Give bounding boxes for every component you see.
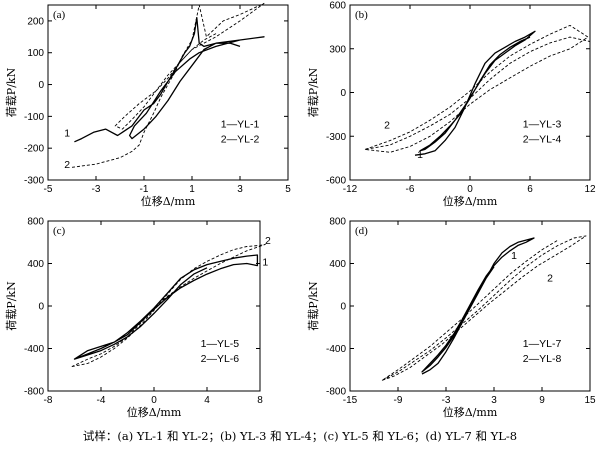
y-tick-label: -200	[24, 144, 44, 155]
x-tick-label: -12	[343, 184, 358, 195]
panel-tag: (b)	[355, 9, 368, 21]
chart-panel-3: -15 -9 -3 3 9 15 -800 -400 0 400 800 位移Δ/mm 荷载P/kN (d…	[307, 217, 596, 420]
y-tick-label: 400	[27, 259, 44, 270]
y-tick-label: -800	[326, 387, 346, 398]
panel-tag: (d)	[355, 225, 368, 237]
chart-panel-0: -5 -3 -1 1 3 5 -300 -200 -100 0 100 200 位移Δ/mm 荷载P/kN…	[5, 2, 291, 208]
y-axis-label: 荷载P/kN	[307, 67, 320, 117]
x-tick-label: -5	[44, 184, 53, 195]
series-callout-1: 1	[417, 149, 423, 161]
y-tick-label: -100	[24, 112, 44, 123]
panel-tag: (a)	[53, 9, 66, 21]
y-tick-label: 0	[38, 302, 44, 313]
x-tick-label: -9	[394, 395, 403, 406]
x-tick-label: 0	[151, 395, 157, 406]
x-tick-label: 5	[285, 184, 291, 195]
x-tick-label: 0	[467, 184, 473, 195]
y-tick-label: 0	[340, 88, 346, 99]
x-tick-label: -8	[44, 395, 53, 406]
chart-panel-2: -8 -4 0 4 8 -800 -400 0 400 800 位移Δ/mm 荷载P/kN (c) 1 2 1…	[5, 217, 271, 420]
y-tick-label: -600	[326, 176, 346, 187]
x-tick-label: 1	[189, 184, 195, 195]
y-axis-label: 荷载P/kN	[5, 281, 18, 331]
x-tick-label: 4	[204, 395, 210, 406]
legend-entry-1: 1—YL-1	[221, 119, 260, 131]
series-callout-2: 2	[64, 159, 70, 171]
series-callout-1: 1	[64, 127, 70, 139]
series-line-1	[73, 254, 259, 360]
x-tick-label: 15	[584, 395, 596, 406]
x-axis-label: 位移Δ/mm	[443, 194, 498, 208]
x-tick-label: -4	[97, 395, 106, 406]
x-tick-label: 9	[539, 395, 545, 406]
series-callout-2: 2	[547, 272, 553, 284]
y-tick-label: 0	[38, 80, 44, 91]
legend-entry-1: 1—YL-3	[523, 119, 562, 131]
y-tick-label: -300	[24, 176, 44, 187]
y-tick-label: 800	[329, 217, 346, 228]
y-axis-label: 荷载P/kN	[5, 67, 18, 117]
y-tick-label: 200	[27, 16, 44, 27]
series-callout-1: 1	[511, 250, 517, 262]
legend-entry-2: 2—YL-6	[201, 353, 240, 365]
legend-entry-2: 2—YL-8	[523, 353, 562, 365]
x-tick-label: 12	[584, 184, 596, 195]
x-tick-label: -15	[343, 395, 358, 406]
y-tick-label: -400	[24, 344, 44, 355]
x-tick-label: 6	[527, 184, 533, 195]
x-axis-label: 位移Δ/mm	[127, 405, 182, 419]
series-line-2	[381, 235, 587, 381]
chart-panel-1: -12 -6 0 6 12-600-3000300600位移Δ/mm荷载P/kN(b)1…	[307, 1, 596, 209]
x-axis-label: 位移Δ/mm	[141, 194, 196, 208]
y-tick-label: -400	[326, 344, 346, 355]
series-callout-2: 2	[384, 120, 390, 132]
x-tick-label: 3	[491, 395, 497, 406]
y-axis-label: 荷载P/kN	[307, 281, 320, 331]
x-tick-label: 3	[237, 184, 243, 195]
figure-caption: 试样：(a) YL-1 和 YL-2；(b) YL-3 和 YL-4；(c) Y…	[82, 429, 518, 443]
y-tick-label: 100	[27, 48, 44, 59]
x-axis-label: 位移Δ/mm	[443, 405, 498, 419]
series-line-1	[414, 30, 536, 156]
x-tick-label: -3	[92, 184, 101, 195]
series-line-1	[421, 237, 535, 375]
legend-entry-2: 2—YL-2	[221, 134, 260, 146]
y-tick-label: -800	[24, 387, 44, 398]
panel-tag: (c)	[53, 225, 66, 237]
series-line-2	[364, 24, 591, 153]
x-tick-label: -1	[140, 184, 149, 195]
y-tick-label: 400	[329, 259, 346, 270]
y-tick-label: -300	[326, 132, 346, 143]
series-callout-1: 1	[262, 256, 268, 268]
series-line-1	[74, 17, 265, 143]
y-tick-label: 600	[329, 1, 346, 12]
x-tick-label: -3	[442, 395, 451, 406]
series-line-2	[71, 2, 265, 168]
y-tick-label: 0	[340, 302, 346, 313]
legend-entry-1: 1—YL-5	[201, 338, 240, 350]
legend-entry-1: 1—YL-7	[523, 338, 562, 350]
plot-frame	[349, 4, 591, 181]
x-tick-label: 8	[257, 395, 263, 406]
plot-frame	[47, 4, 289, 181]
series-callout-2: 2	[265, 235, 271, 247]
y-tick-label: 300	[329, 44, 346, 55]
y-tick-label: 800	[27, 217, 44, 228]
legend-entry-2: 2—YL-4	[523, 134, 562, 146]
plot-frame	[47, 220, 261, 392]
x-tick-label: -6	[406, 184, 415, 195]
